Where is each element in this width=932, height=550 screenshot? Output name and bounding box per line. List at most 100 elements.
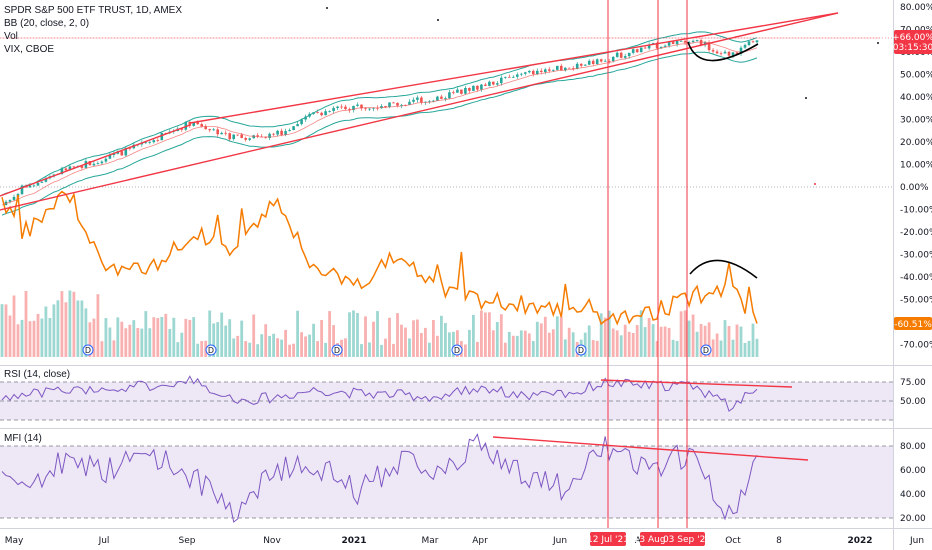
date-marker-tag[interactable] — [590, 532, 626, 546]
volume-bar — [284, 329, 287, 357]
candle-body — [340, 106, 343, 108]
mfi-divergence-line[interactable] — [492, 436, 809, 461]
volume-bar — [739, 326, 743, 357]
volume-bar — [464, 344, 467, 357]
candle-body — [348, 109, 351, 111]
candle-body — [575, 63, 579, 69]
rounding-arc-price[interactable] — [687, 41, 759, 62]
volume-bar — [316, 341, 319, 357]
candle-body — [556, 65, 559, 70]
volume-bar — [164, 313, 168, 357]
volume-bar — [196, 343, 200, 357]
candle-body — [560, 65, 563, 71]
mfi-axis[interactable]: 80.00 60.00 40.00 20.00 — [900, 442, 926, 524]
volume-bar — [76, 300, 80, 357]
volume-bar — [392, 343, 395, 357]
volume-bar — [631, 333, 635, 357]
date-marker-label: 12 Jul '21 — [587, 535, 629, 545]
rsi-divergence-line[interactable] — [600, 379, 793, 388]
mfi-axis-tick: 20.00 — [900, 514, 926, 524]
candle-body — [695, 40, 699, 41]
volume-bar — [48, 318, 52, 357]
candle-body — [272, 133, 275, 135]
trendline-upper-start[interactable] — [0, 124, 191, 197]
mfi-axis-tick: 40.00 — [900, 490, 926, 500]
volume-bar — [491, 330, 495, 357]
volume-bar — [639, 310, 643, 357]
time-axis-tick: Mar — [422, 536, 439, 546]
candle-body — [619, 52, 623, 58]
dividend-marker-label: D — [334, 346, 340, 355]
price-axis[interactable]: 80.00%70.00%60.00%50.00%40.00%30.00%20.0… — [900, 3, 932, 351]
time-axis-tick: May — [5, 536, 24, 546]
dividend-marker[interactable] — [82, 344, 94, 356]
volume-bar — [627, 331, 631, 357]
volume-bar — [436, 335, 439, 357]
candle-body — [112, 153, 116, 155]
volume-bar — [428, 342, 431, 357]
bb-legend[interactable]: BB (20, close, 2, 0) — [4, 18, 90, 29]
volume-bar — [248, 342, 252, 357]
vix-value: -60.51% — [894, 320, 932, 330]
mfi-legend[interactable]: MFI (14) — [4, 433, 42, 444]
trendline-lower-channel[interactable] — [0, 12, 839, 211]
candle-body — [388, 102, 391, 107]
volume-bar — [168, 329, 172, 357]
candle-body — [80, 166, 84, 168]
candle-body — [408, 101, 411, 105]
rounding-arc-vix[interactable] — [689, 259, 758, 279]
volume-bar — [675, 340, 679, 357]
volume-bar — [28, 321, 32, 357]
rsi-axis[interactable]: 75.00 50.00 — [900, 378, 926, 407]
volume-bar — [64, 302, 68, 357]
candle-body — [332, 107, 335, 111]
date-marker-tag[interactable] — [640, 532, 676, 546]
volume-bar — [659, 326, 663, 357]
time-axis[interactable]: May Jul Sep Nov 2021 Mar Apr Jun A Oct 8 2022 Jun 12 … — [5, 532, 924, 546]
candle-body — [396, 103, 399, 106]
price-axis-tick: 40.00% — [900, 93, 932, 103]
candle-body — [240, 134, 243, 138]
dividend-marker[interactable] — [331, 344, 343, 356]
volume-bar — [679, 311, 683, 357]
volume-bar — [448, 332, 451, 357]
price-axis-tick: 30.00% — [900, 116, 932, 126]
dividend-marker[interactable] — [451, 344, 463, 356]
volume-bar — [755, 338, 759, 357]
candle-body — [416, 97, 419, 100]
candle-body — [707, 42, 711, 51]
candle-body — [452, 92, 455, 94]
volume-bar — [156, 318, 160, 357]
time-axis-tick: 2022 — [847, 536, 872, 546]
vix-legend[interactable]: VIX, CBOE — [4, 44, 55, 55]
volume-bar — [4, 304, 8, 357]
volume-bar — [723, 320, 727, 357]
candle-body — [635, 49, 639, 53]
time-axis-tick: Jun — [552, 536, 567, 546]
rsi-legend[interactable]: RSI (14, close) — [4, 369, 71, 380]
volume-legend[interactable]: Vol — [4, 31, 18, 42]
candle-body — [448, 92, 451, 99]
symbol-legend[interactable]: SPDR S&P 500 ETF TRUST, 1D, AMEX — [4, 5, 183, 16]
price-pane[interactable] — [0, 0, 893, 365]
volume-bar — [136, 328, 140, 357]
candle-body — [520, 73, 523, 75]
candle-body — [316, 112, 319, 113]
candle-body — [663, 45, 667, 47]
volume-bar — [296, 310, 299, 357]
volume-bar — [192, 317, 196, 357]
volume-bar — [583, 332, 587, 357]
date-marker-tag[interactable] — [669, 532, 705, 546]
trendline-upper-channel[interactable] — [189, 12, 839, 124]
volume-bar — [484, 312, 487, 357]
candle-body — [208, 129, 211, 131]
candle-body — [320, 112, 323, 116]
dividend-marker[interactable] — [700, 344, 712, 356]
dividend-marker[interactable] — [575, 344, 587, 356]
candle-body — [224, 132, 227, 134]
candle-body — [192, 122, 195, 126]
candle-body — [671, 41, 675, 44]
dividend-marker[interactable] — [205, 344, 217, 356]
